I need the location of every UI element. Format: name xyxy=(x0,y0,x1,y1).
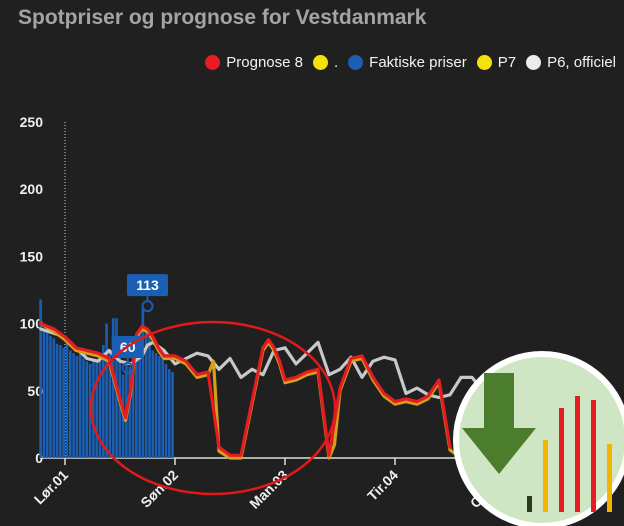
bar-actual-price xyxy=(75,355,79,458)
legend-dot xyxy=(348,55,364,70)
bar-actual-price xyxy=(69,350,72,458)
download-arrow-icon xyxy=(462,373,536,474)
bar-actual-price xyxy=(78,350,82,458)
bar-actual-price xyxy=(59,345,62,458)
legend-item[interactable]: Faktiske priser xyxy=(348,54,467,71)
badge-mini-bar xyxy=(559,408,564,512)
badge-mini-bar xyxy=(543,440,548,512)
legend-label: Faktiske priser xyxy=(369,54,467,71)
bar-actual-price xyxy=(141,307,145,458)
bar-actual-price xyxy=(95,361,98,458)
y-tick-label: 150 xyxy=(20,248,44,264)
bar-actual-price xyxy=(135,347,138,458)
badge-mini-bar xyxy=(591,400,596,512)
bar-actual-price xyxy=(98,353,102,458)
legend-label: . xyxy=(334,54,339,71)
badge xyxy=(453,351,624,526)
bar-actual-price xyxy=(72,353,75,458)
bar-actual-price xyxy=(55,343,59,458)
bar-actual-price xyxy=(49,335,52,458)
callout-label: 113 xyxy=(136,277,159,293)
bar-actual-price xyxy=(128,366,131,458)
legend-dot xyxy=(476,55,492,70)
x-tick-label: Tir.04 xyxy=(364,467,401,504)
bar-actual-price xyxy=(138,334,141,458)
bar-actual-price xyxy=(151,350,155,458)
callout-box xyxy=(127,274,168,297)
bar-actual-price xyxy=(92,358,95,458)
legend-item[interactable]: P6, officiel xyxy=(526,54,616,71)
legend-dot xyxy=(205,55,221,70)
bar-actual-price xyxy=(82,358,85,458)
badge-mini-bar xyxy=(527,496,532,512)
bar-actual-price xyxy=(108,349,112,458)
y-tick-label: 250 xyxy=(20,114,44,130)
y-tick-label: 100 xyxy=(20,316,44,332)
legend-item[interactable]: P7 xyxy=(476,54,517,71)
arrow-shaft xyxy=(484,373,514,428)
bar-actual-price xyxy=(85,361,89,458)
bar-actual-price xyxy=(111,318,115,458)
chart-title: Spotpriser og prognose for Vestdanmark xyxy=(18,6,427,29)
legend-item[interactable]: Prognose 8 xyxy=(205,54,303,71)
bar-actual-price xyxy=(154,353,158,458)
y-tick-label: 0 xyxy=(35,450,43,466)
series-line-prognose-8 xyxy=(39,322,452,457)
legend-dot xyxy=(313,55,328,70)
bar-actual-price xyxy=(144,328,148,458)
bar-actual-price xyxy=(148,333,151,458)
bar-actual-price xyxy=(168,369,171,458)
bar-actual-price xyxy=(62,347,65,458)
bar-actual-price xyxy=(45,331,49,458)
badge-mini-bar xyxy=(607,444,612,512)
bar-actual-price xyxy=(131,353,135,458)
chart-legend: Prognose 8. Faktiske priser P7 P6, officiel xyxy=(120,54,616,71)
arrow-head xyxy=(462,428,536,474)
legend-item[interactable]: . xyxy=(313,54,338,71)
x-tick-label: Lør.01 xyxy=(31,467,72,508)
bar-actual-price xyxy=(164,363,168,458)
legend-dot xyxy=(526,55,542,70)
bar-actual-price xyxy=(39,299,42,458)
y-tick-label: 200 xyxy=(20,181,44,197)
legend-label: P6, officiel xyxy=(547,54,616,71)
badge-mini-bar xyxy=(575,396,580,512)
legend-label: P7 xyxy=(497,54,517,71)
bar-actual-price xyxy=(161,358,164,458)
y-tick-label: 50 xyxy=(27,383,43,399)
bar-actual-price xyxy=(42,328,46,458)
bar-actual-price xyxy=(171,371,174,458)
bar-actual-price xyxy=(52,338,56,458)
bar-actual-price xyxy=(65,339,69,458)
bar-actual-price xyxy=(105,323,108,458)
callout-marker xyxy=(141,300,154,313)
price-callout: 113 xyxy=(127,274,168,313)
bar-actual-price xyxy=(158,355,161,458)
bar-actual-price xyxy=(102,345,105,458)
highlight-ellipse xyxy=(89,320,337,496)
legend-label: Prognose 8 xyxy=(226,54,303,71)
